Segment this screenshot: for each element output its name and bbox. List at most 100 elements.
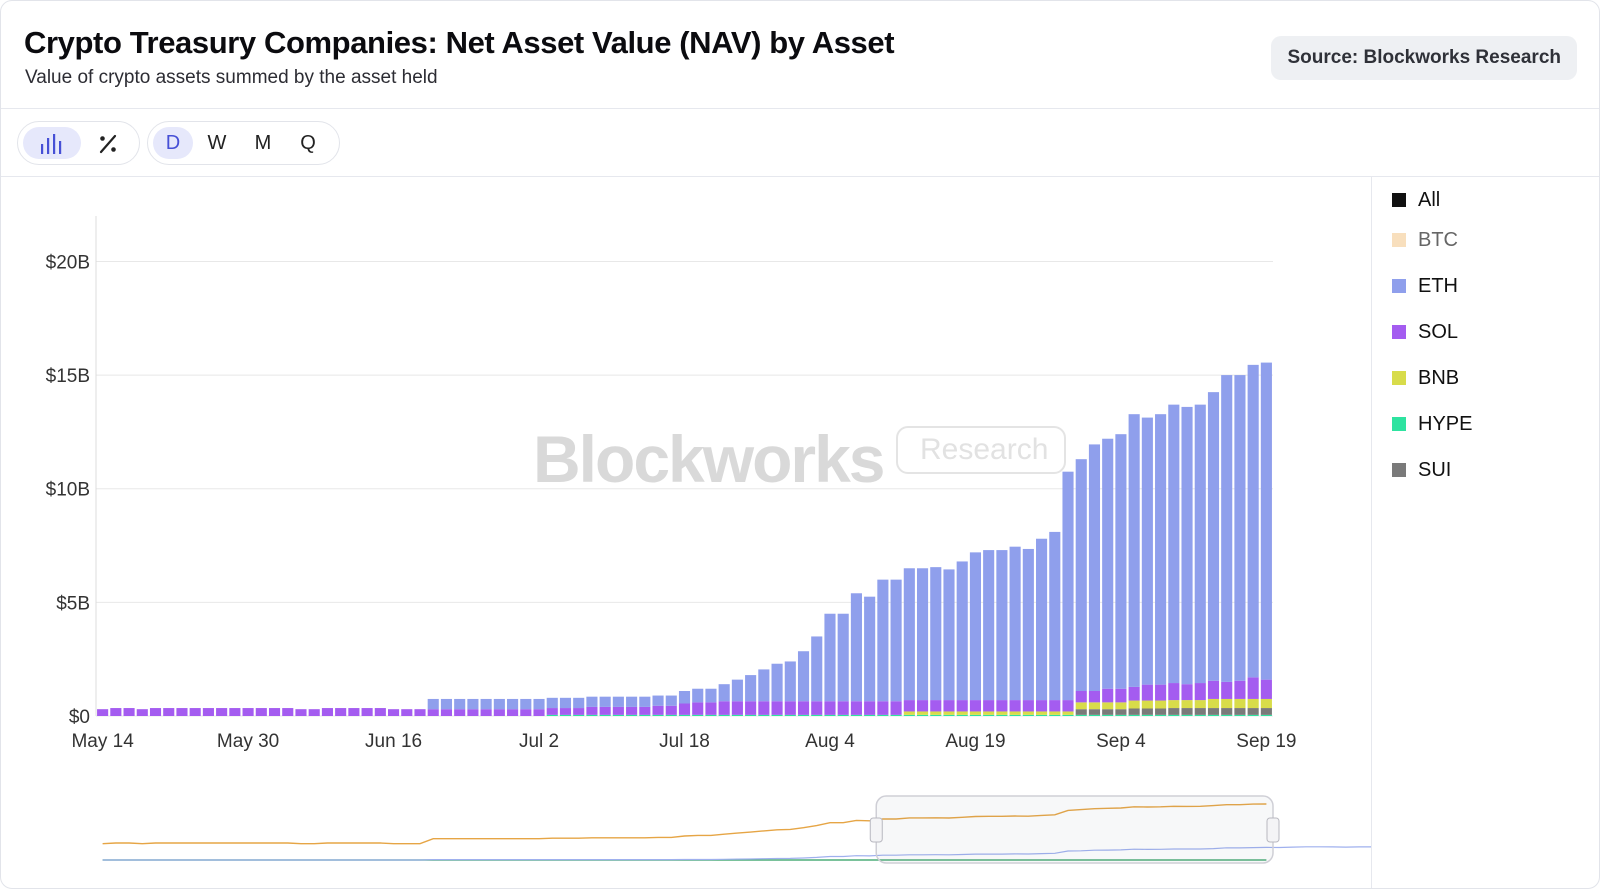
- bar-segment-eth: [507, 698, 519, 710]
- bar-segment-bnb: [1247, 698, 1259, 709]
- bar-segment-eth: [586, 696, 598, 707]
- bar-segment-sol: [678, 703, 691, 715]
- x-tick-label: May 30: [217, 731, 279, 752]
- bar-segment-eth: [1207, 392, 1220, 681]
- bar-segment-hype: [1234, 714, 1246, 716]
- bar-segment-hype: [705, 714, 717, 716]
- bar-segment-sol: [374, 708, 386, 716]
- bar-segment-sol: [1049, 700, 1061, 712]
- bar-segment-sol: [388, 709, 400, 716]
- percent-mode-button[interactable]: [84, 127, 132, 159]
- bar-segment-sol: [784, 701, 796, 715]
- bar-segment-hype: [612, 714, 624, 716]
- bar-segment-sol: [771, 701, 783, 715]
- bar-segment-hype: [983, 714, 995, 716]
- bar-segment-sol: [163, 708, 175, 716]
- bar-segment-sui: [1247, 708, 1259, 715]
- bar-segment-sol: [850, 701, 862, 715]
- brush-handle-right[interactable]: [1266, 817, 1280, 843]
- bar-segment-sol: [533, 709, 545, 716]
- bar-chart-mode-button[interactable]: [23, 127, 81, 159]
- bar-segment-bnb: [1221, 698, 1233, 709]
- bar-segment-hype: [586, 714, 598, 716]
- bar-segment-eth: [1247, 364, 1259, 678]
- bar-segment-sol: [1009, 700, 1021, 712]
- bar-segment-sol: [1141, 684, 1153, 701]
- bar-segment-sol: [930, 700, 942, 712]
- period-m-button[interactable]: M: [254, 132, 272, 154]
- period-d-button[interactable]: D: [153, 127, 193, 159]
- bar-segment-eth: [731, 679, 743, 702]
- bar-segment-hype: [626, 714, 638, 716]
- bar-segment-eth: [1221, 375, 1233, 682]
- bar-segment-eth: [599, 696, 611, 707]
- bar-segment-eth: [1141, 417, 1153, 685]
- bar-segment-sol: [639, 706, 651, 715]
- bar-segment-eth: [1036, 538, 1048, 701]
- bar-segment-eth: [1022, 548, 1034, 701]
- bar-segment-sol: [996, 700, 1008, 712]
- period-q-button[interactable]: Q: [300, 132, 316, 154]
- bar-segment-hype: [652, 714, 664, 716]
- bar-segment-eth: [837, 613, 849, 702]
- bar-segment-hype: [573, 714, 585, 716]
- bar-segment-sui: [1260, 708, 1272, 715]
- bar-segment-sol: [586, 706, 598, 715]
- watermark-tag: Research: [896, 426, 1066, 474]
- bar-segment-sol: [652, 705, 664, 715]
- bar-segment-bnb: [983, 711, 995, 715]
- bar-segment-bnb: [1009, 711, 1021, 715]
- bar-segment-hype: [943, 714, 955, 716]
- bar-segment-eth: [639, 696, 651, 707]
- bar-segment-sui: [1207, 708, 1220, 715]
- x-tick-label: Jul 2: [519, 731, 559, 752]
- bar-segment-sol: [229, 708, 241, 716]
- bar-segment-sui: [1194, 708, 1206, 715]
- chart-mode-group: [17, 121, 140, 165]
- bar-segment-hype: [877, 714, 889, 716]
- bar-segment-sol: [1260, 679, 1272, 699]
- brush-layer: [102, 795, 1518, 864]
- bar-segment-hype: [731, 714, 743, 716]
- bar-segment-eth: [427, 698, 439, 710]
- bar-segment-sol: [837, 701, 849, 715]
- bar-segment-hype: [771, 714, 783, 716]
- bar-segment-bnb: [956, 711, 968, 715]
- plot-area: $0 $5B $10B $15B $20B May 14 May 30 Jun 16 Jul 2…: [1, 176, 1518, 888]
- legend-swatch: [1392, 371, 1406, 385]
- brush-handle-left[interactable]: [869, 817, 883, 843]
- y-tick-label: $15B: [46, 366, 90, 387]
- x-tick-label: May 14: [71, 731, 134, 752]
- period-w-button[interactable]: W: [207, 132, 227, 154]
- bar-segment-eth: [652, 695, 664, 706]
- bar-segment-sol: [983, 700, 995, 712]
- bar-segment-sol: [877, 701, 889, 715]
- bar-segment-eth: [890, 579, 902, 702]
- brush-window: [875, 795, 1274, 864]
- bar-segment-sol: [149, 708, 162, 716]
- legend: All BTC ETH SOL BNB HYPE SUI: [1371, 176, 1599, 888]
- bar-segment-eth: [692, 688, 704, 703]
- y-tick-label: $0: [69, 707, 90, 728]
- legend-label: ETH: [1418, 275, 1458, 297]
- bar-segment-bnb: [930, 711, 942, 715]
- bar-segment-bnb: [1115, 702, 1127, 710]
- bar-segment-eth: [1181, 406, 1193, 685]
- bar-segment-hype: [956, 714, 968, 716]
- bar-segment-sol: [1181, 684, 1193, 701]
- bar-segment-sol: [916, 700, 929, 712]
- bar-segment-eth: [1260, 362, 1272, 680]
- bar-segment-sol: [123, 708, 135, 716]
- source-badge[interactable]: Source: Blockworks Research: [1271, 36, 1577, 80]
- bar-segment-eth: [903, 568, 915, 701]
- bar-segment-hype: [639, 714, 651, 716]
- bar-segment-hype: [811, 714, 823, 716]
- bar-segment-sol: [718, 701, 730, 715]
- bar-segment-bnb: [1155, 700, 1167, 709]
- y-tick-label: $20B: [46, 252, 90, 273]
- bar-segment-eth: [467, 698, 479, 710]
- bar-segment-sol: [295, 709, 307, 716]
- bar-segment-sol: [626, 706, 638, 715]
- legend-swatch: [1392, 463, 1406, 477]
